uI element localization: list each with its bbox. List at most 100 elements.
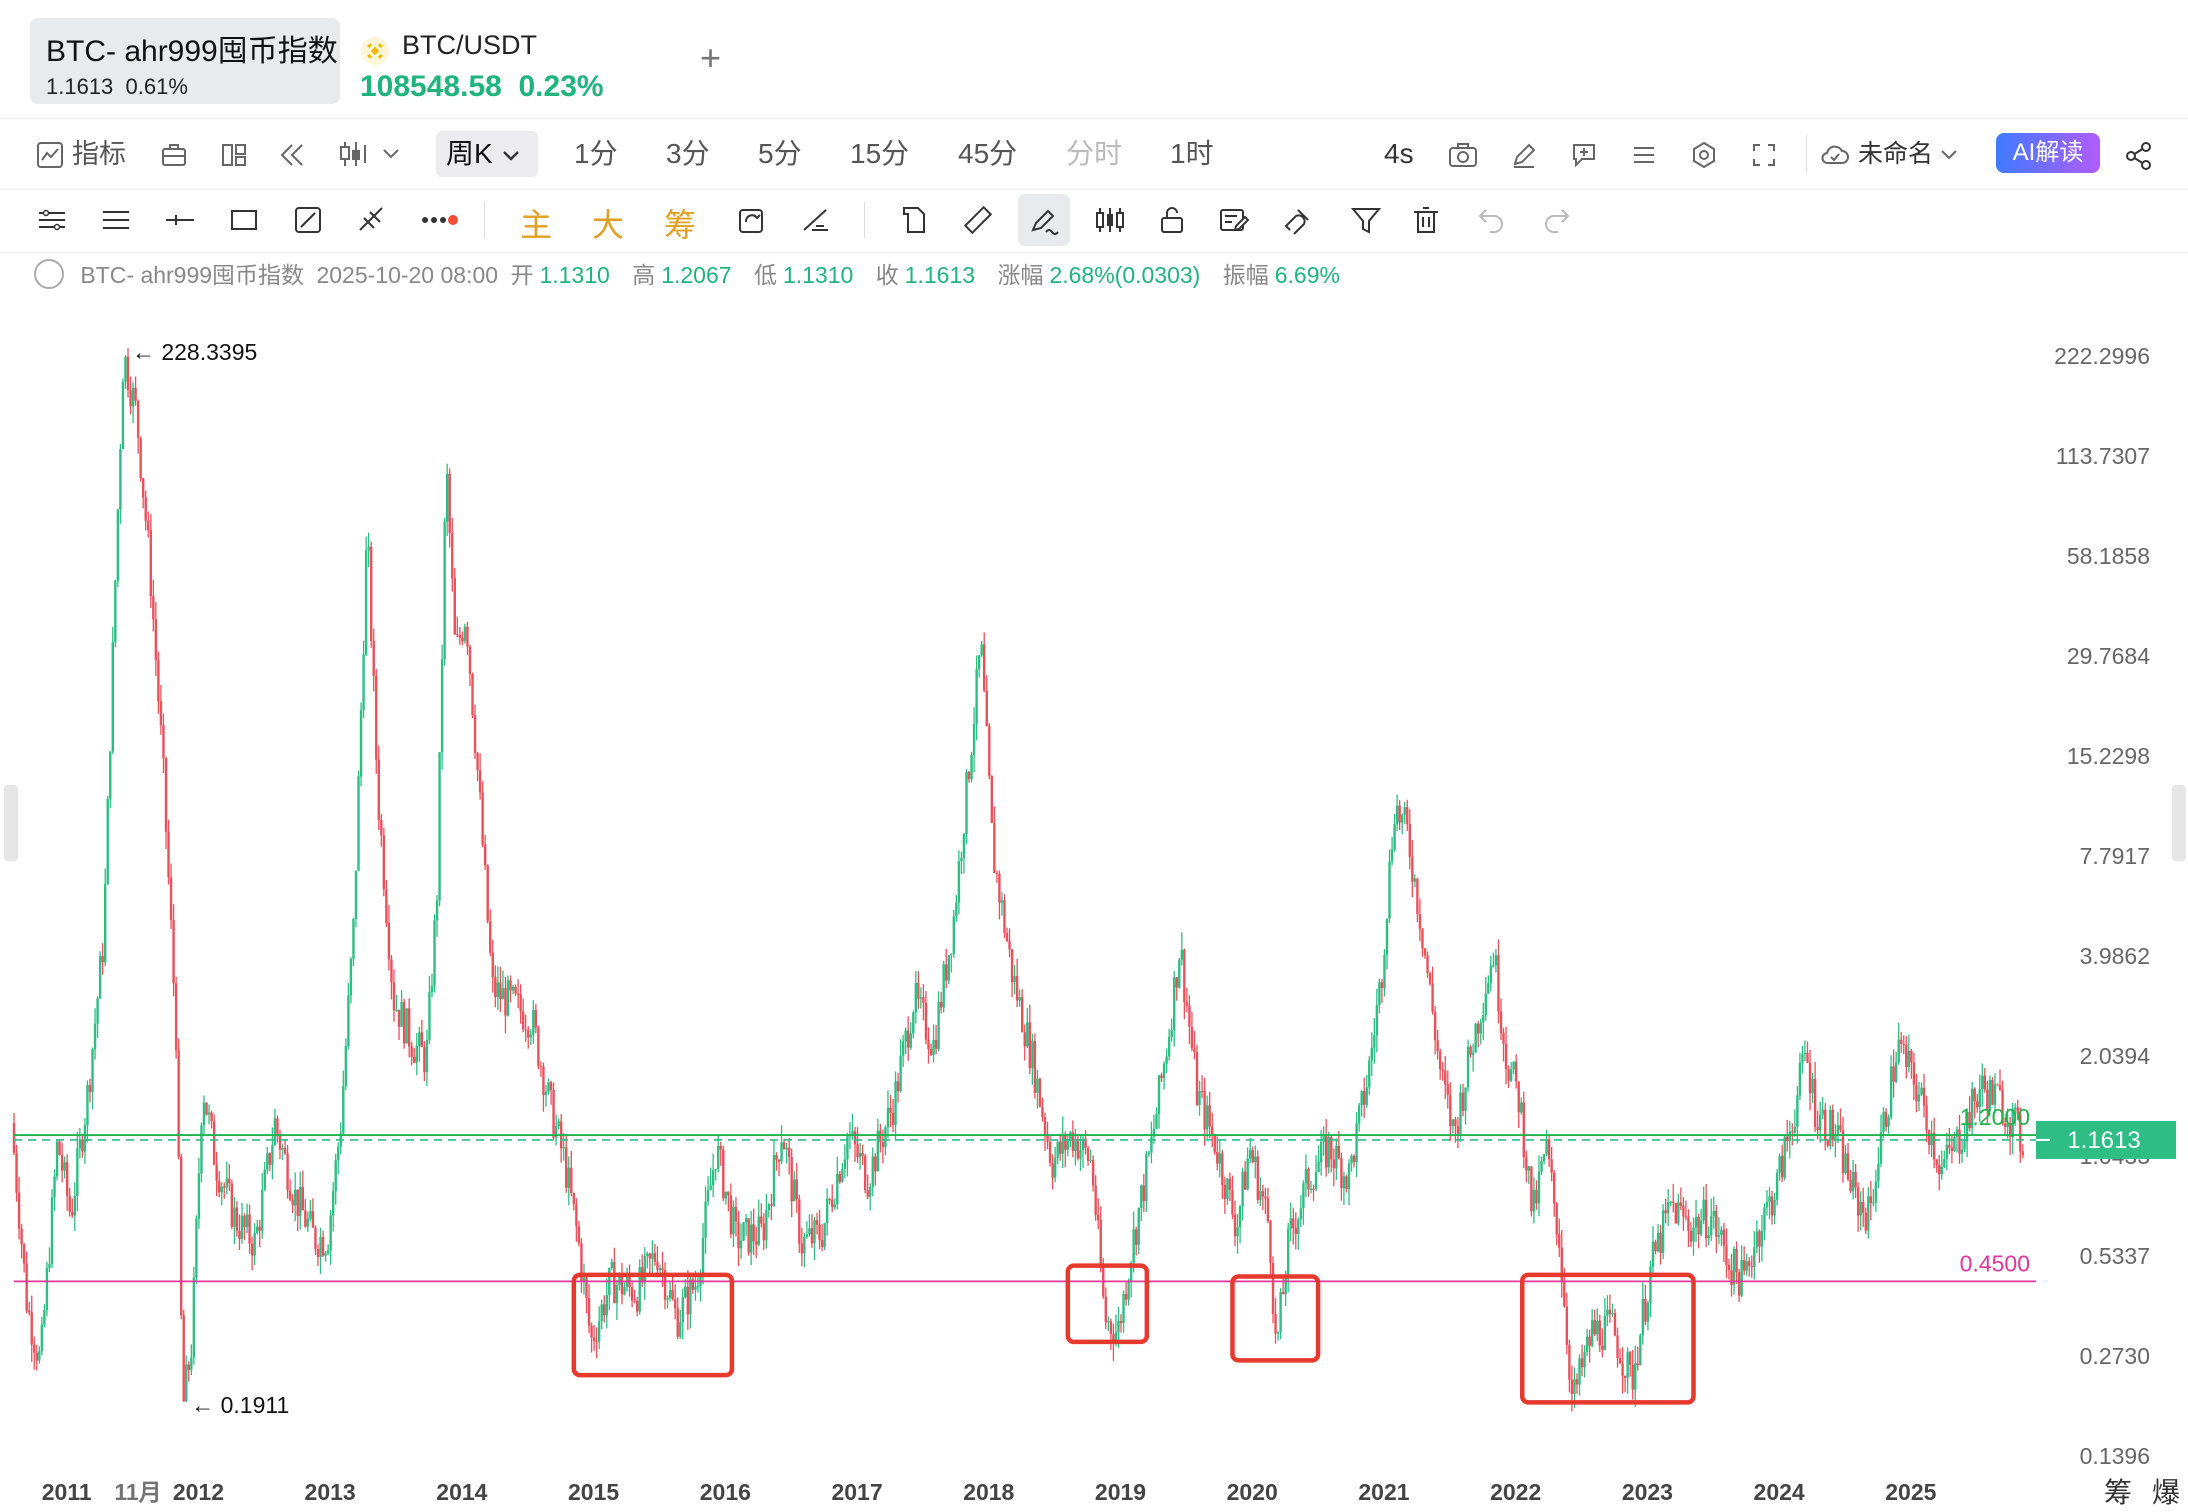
candle-body xyxy=(577,1226,581,1244)
add-tab-button[interactable]: + xyxy=(700,37,722,78)
template-edit-icon[interactable] xyxy=(1218,204,1250,236)
candle-body xyxy=(1421,928,1424,949)
period-1min[interactable]: 1分 xyxy=(574,138,618,169)
tab-title: BTC- ahr999囤币指数 xyxy=(46,35,338,68)
rectangle-tool-icon[interactable] xyxy=(228,204,260,236)
chip-distribution-toggle[interactable]: 筹 xyxy=(664,207,697,243)
chevron-down-icon[interactable] xyxy=(502,149,520,163)
ruler-icon[interactable] xyxy=(962,204,994,236)
filter-icon[interactable] xyxy=(1350,204,1382,236)
candle-body xyxy=(1988,1079,1992,1111)
fib-tool-icon[interactable] xyxy=(356,204,388,236)
candle-body xyxy=(1803,1052,1807,1055)
candle-body xyxy=(212,1121,216,1165)
candle-body xyxy=(1636,1363,1639,1365)
unlock-icon[interactable] xyxy=(1156,204,1188,236)
chevron-down-icon[interactable] xyxy=(1940,148,1958,162)
candle-body xyxy=(613,1261,616,1304)
comment-add-icon[interactable] xyxy=(1570,141,1598,169)
candle-body xyxy=(220,1186,223,1193)
replay-rewind-icon[interactable] xyxy=(278,141,308,169)
measure-tool-icon[interactable] xyxy=(800,204,832,236)
tab-ahr999[interactable]: BTC- ahr999囤币指数 1.1613 0.61% xyxy=(30,18,340,104)
candlestick-type-icon[interactable] xyxy=(338,139,368,169)
candle-body xyxy=(43,1310,46,1325)
sync-drawing-icon[interactable] xyxy=(736,204,768,236)
redo-icon[interactable] xyxy=(1540,204,1572,236)
candle-body xyxy=(1046,1134,1049,1142)
indicator-chart-icon[interactable] xyxy=(36,141,64,169)
candle-body xyxy=(278,1133,282,1150)
candle-body xyxy=(1132,1229,1135,1263)
chevron-down-icon[interactable] xyxy=(382,147,400,161)
gear-icon[interactable] xyxy=(1690,141,1718,169)
undo-icon[interactable] xyxy=(1476,204,1508,236)
candle-body xyxy=(1760,1230,1764,1247)
period-select[interactable] xyxy=(436,131,538,177)
candle-body xyxy=(1183,949,1186,1002)
show-hide-drawings-icon[interactable] xyxy=(1094,204,1126,236)
tab-btc-usdt[interactable]: BTC/USDT 108548.58 0.23% xyxy=(356,18,686,104)
horizontal-lines-tool-icon[interactable] xyxy=(36,204,68,236)
parallel-lines-tool-icon[interactable] xyxy=(100,204,132,236)
left-panel-handle[interactable] xyxy=(4,785,18,861)
candle-body xyxy=(1525,1157,1528,1171)
candle-body xyxy=(1780,1156,1784,1178)
price-chart[interactable]: 222.2996 113.7307 58.1858 29.7684 15.2298 7.7… xyxy=(0,300,2188,1512)
briefcase-icon[interactable] xyxy=(160,141,188,169)
horizontal-line-tool-icon[interactable] xyxy=(164,204,196,236)
period-15min[interactable]: 15分 xyxy=(850,138,910,169)
layout-name[interactable]: 未命名 xyxy=(1858,140,1934,168)
indicator-button[interactable]: 指标 xyxy=(72,139,126,169)
candle-body xyxy=(1266,1198,1270,1222)
candle-body xyxy=(159,701,163,726)
candle-body xyxy=(1765,1201,1769,1208)
layout-grid-icon[interactable] xyxy=(220,141,248,169)
period-timeshare[interactable]: 分时 xyxy=(1066,138,1123,169)
candle-body xyxy=(91,1049,94,1092)
period-5min[interactable]: 5分 xyxy=(758,138,802,169)
candle-body xyxy=(957,861,961,903)
fullscreen-icon[interactable] xyxy=(1750,141,1778,169)
candle-body xyxy=(235,1207,239,1231)
ai-interpret-button[interactable]: AI解读 xyxy=(1996,133,2100,173)
large-order-toggle[interactable]: 大 xyxy=(592,207,625,243)
candle-body xyxy=(1188,1005,1191,1027)
candle-body xyxy=(1596,1320,1599,1335)
period-selected[interactable]: 周K xyxy=(446,138,493,169)
share-icon[interactable] xyxy=(2124,141,2154,171)
magnet-icon[interactable] xyxy=(1282,204,1314,236)
candle-body xyxy=(516,993,520,995)
candle-body xyxy=(1292,1218,1295,1228)
period-3min[interactable]: 3分 xyxy=(666,138,710,169)
more-tools-icon[interactable] xyxy=(420,204,460,236)
candle-body xyxy=(1788,1131,1791,1141)
candle-body xyxy=(2021,1151,2025,1155)
candle-body xyxy=(1221,1153,1224,1185)
candle-body xyxy=(552,1089,555,1138)
candle-body xyxy=(942,964,945,1008)
pencil-icon[interactable] xyxy=(1510,141,1538,169)
candle-body xyxy=(770,1204,773,1206)
refresh-interval[interactable]: 4s xyxy=(1384,138,1414,169)
candle-body xyxy=(1256,1156,1260,1200)
candle-body xyxy=(881,1142,885,1147)
collapse-toggle-icon[interactable] xyxy=(34,258,64,289)
trash-icon[interactable] xyxy=(1410,204,1442,236)
link-tool-icon[interactable] xyxy=(292,204,324,236)
right-panel-handle[interactable] xyxy=(2172,785,2186,861)
candle-body xyxy=(276,1118,279,1134)
x-tick-label: 2015 xyxy=(568,1479,619,1505)
camera-icon[interactable] xyxy=(1448,141,1478,169)
cloud-check-icon[interactable] xyxy=(1820,141,1850,169)
candle-body xyxy=(1897,1039,1900,1063)
tab-change: 0.61% xyxy=(125,74,188,99)
continuous-draw-icon[interactable] xyxy=(1028,204,1060,236)
period-45min[interactable]: 45分 xyxy=(958,138,1018,169)
period-1h[interactable]: 1时 xyxy=(1170,138,1214,169)
list-settings-icon[interactable] xyxy=(1630,141,1658,169)
main-chart-toggle[interactable]: 主 xyxy=(520,207,553,243)
magnet-select-icon[interactable] xyxy=(898,204,930,236)
candle-body xyxy=(820,1240,824,1247)
candle-body xyxy=(306,1218,310,1227)
